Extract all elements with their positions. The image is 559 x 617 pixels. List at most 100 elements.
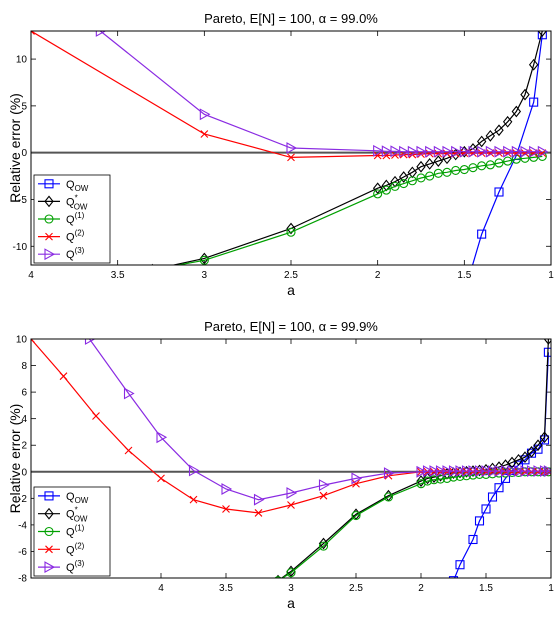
y-tick-label: -6 [18,547,27,558]
data-point [383,467,395,480]
y-tick-label: -4 [18,520,27,531]
x-tick-label: 2 [418,583,424,594]
legend-marker [45,232,53,241]
series-3 [174,151,547,265]
data-point [474,465,486,478]
data-point [448,465,460,478]
data-point [442,465,454,478]
data-point [487,465,499,478]
data-point [274,576,282,578]
data-point [533,465,545,478]
data-point [31,31,35,35]
chart-title: Pareto, E[N] = 100, α = 99.0% [204,11,378,26]
data-point [416,465,428,478]
data-point [286,487,298,499]
y-tick-label: 8 [21,361,27,372]
data-point [424,158,435,170]
x-tick-label: 2 [375,270,381,281]
data-point [221,483,233,495]
legend-label: Q(3) [66,559,85,574]
x-tick-label: 3.5 [111,270,125,281]
data-point [511,154,521,164]
data-point [433,168,443,178]
y-tick-label: -2 [18,494,27,505]
series-5 [95,31,549,158]
data-point [442,167,452,177]
data-point [416,173,426,183]
data-point [373,151,382,160]
data-point [526,465,538,478]
data-point [481,465,493,478]
data-point [500,459,511,472]
series-3 [274,467,551,578]
data-point [503,156,513,166]
data-point [460,289,468,297]
data-point [459,164,469,175]
data-point [157,474,165,483]
data-point [500,465,512,478]
series-line [471,34,543,265]
data-point [92,412,100,420]
data-point [151,263,154,265]
data-point [468,534,478,545]
data-point [528,58,539,71]
data-point [529,97,539,107]
legend-label: Q(2) [66,541,85,556]
data-point [287,501,295,509]
legend-marker [44,214,54,224]
data-point [383,492,394,502]
data-point [351,472,363,485]
legend-marker [44,195,54,208]
data-point [455,465,467,478]
data-point [31,339,35,343]
data-point [416,479,426,489]
data-point [494,124,504,137]
plot-frame [30,338,552,579]
y-tick-label: 6 [21,388,27,399]
legend-marker [45,545,53,554]
x-tick-label: 2.5 [349,583,363,594]
x-tick-label: 2.5 [284,270,298,281]
data-point [468,163,478,173]
x-tick-label: 1.5 [479,583,493,594]
data-point [407,166,418,179]
data-point [156,431,168,444]
data-point [477,161,487,171]
data-point [318,479,330,491]
y-tick-label: 5 [21,101,27,112]
y-tick-label: 4 [21,414,27,425]
data-point [189,495,198,504]
data-point [494,483,504,493]
data-point [520,451,530,464]
x-tick-label: 3 [202,270,208,281]
data-point [84,339,96,345]
data-point [407,176,417,186]
series-line [280,339,549,578]
legend-label: Q(1) [66,524,85,539]
data-point [507,465,519,478]
legend-label: Q(2) [66,229,85,244]
legend-marker [44,507,54,520]
y-axis-label: Relative error (%) [7,93,23,203]
chart-panel-1: Pareto, E[N] = 100, α = 99.0% a Relative e… [7,11,554,298]
data-point [398,171,409,183]
data-point [543,339,551,345]
legend-marker [44,491,54,501]
data-point [286,142,298,154]
data-point [520,465,532,478]
x-tick-label: 3.5 [219,583,233,594]
data-point [485,129,496,142]
data-point [429,465,441,478]
plot-frame [30,30,552,266]
data-point [537,31,547,40]
legend-marker [44,526,54,537]
data-point [425,171,435,181]
data-point [494,158,504,168]
data-point [513,453,524,466]
x-tick-label: 4 [158,583,164,594]
data-point [476,135,487,148]
x-tick-label: 3 [288,583,294,594]
data-point [539,465,551,478]
data-point [502,115,513,128]
